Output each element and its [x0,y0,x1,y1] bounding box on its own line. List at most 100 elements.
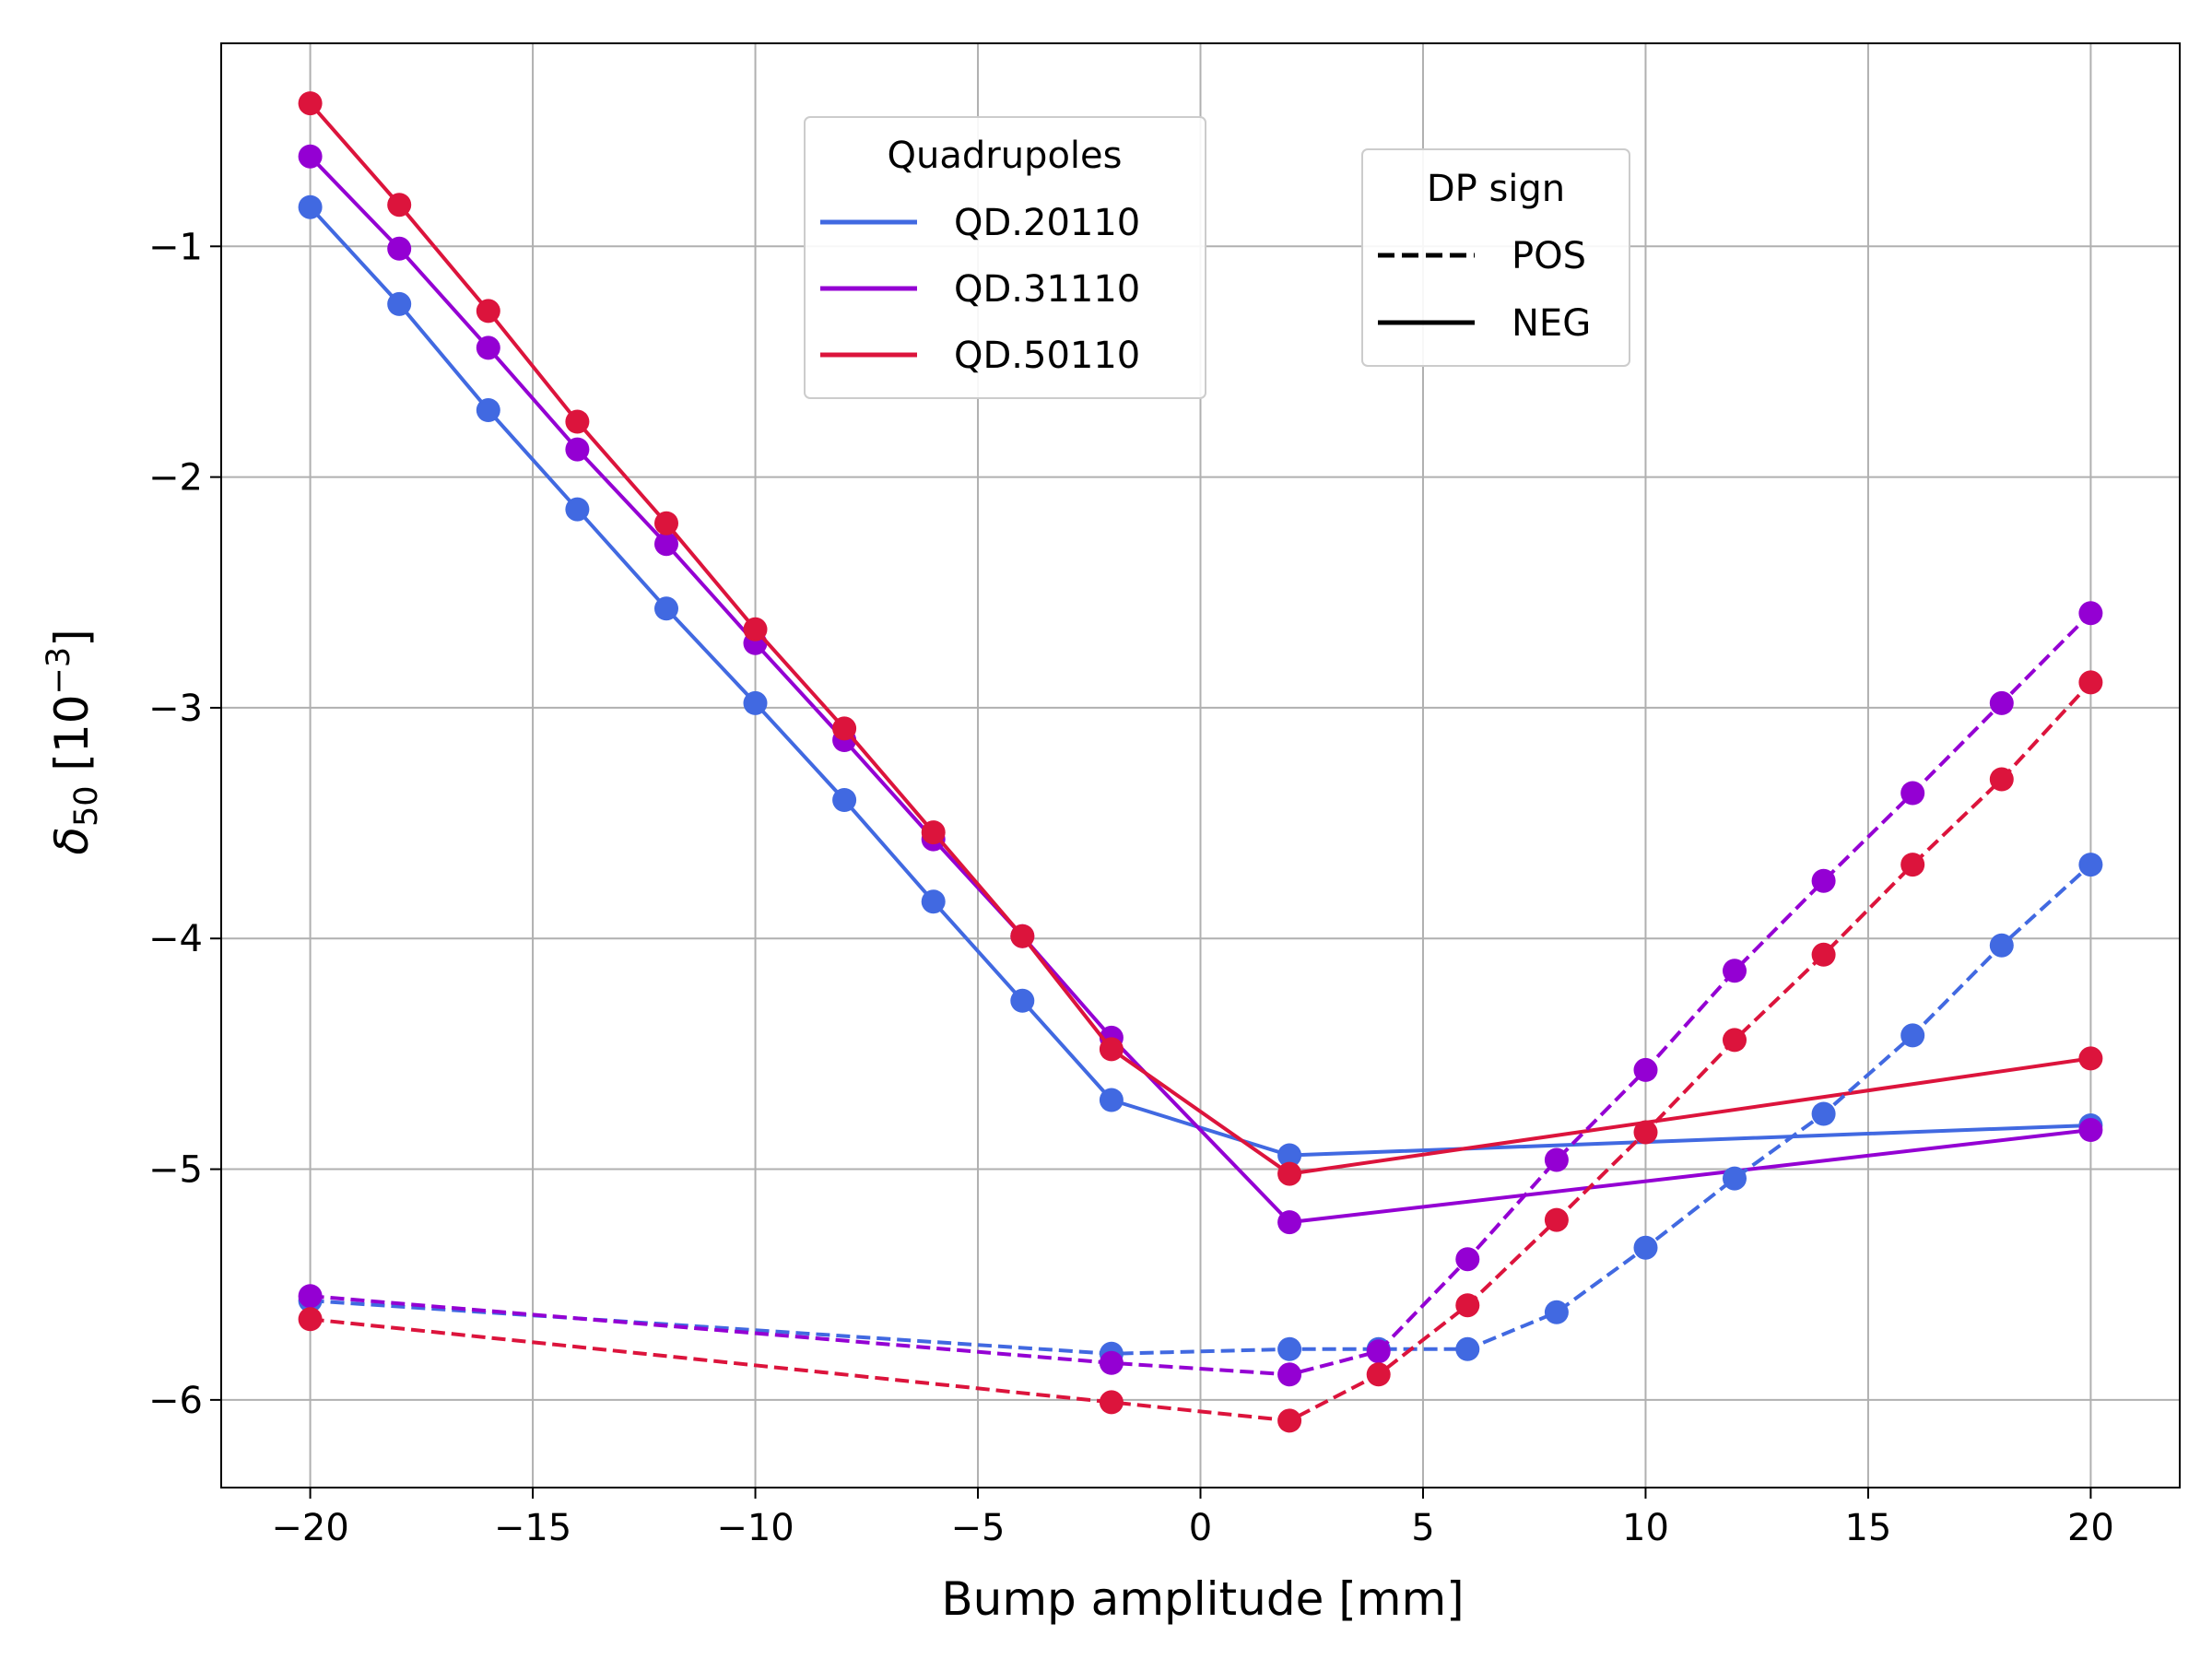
data-point-qd-31110-pos [1277,1362,1302,1387]
legend-quadrupoles: Quadrupoles QD.20110 QD.31110 QD.50110 [804,116,1206,399]
legend-dp-sign-title: DP sign [1427,168,1565,210]
data-point-qd-20110-pos [2078,853,2103,877]
data-point-qd-50110-neg [1099,1037,1124,1062]
y-tick-label: −3 [148,688,203,730]
data-point-qd-50110-neg [832,716,857,741]
x-tick-label: −5 [951,1507,1006,1549]
data-point-qd-20110-pos [1811,1101,1836,1126]
data-point-qd-31110-pos [1900,781,1925,806]
x-axis-title: Bump amplitude [mm] [941,1572,1464,1626]
x-tick-label: 0 [1189,1507,1212,1549]
data-point-qd-31110-pos [1455,1247,1480,1272]
data-point-qd-50110-pos [1544,1207,1569,1232]
data-point-qd-20110-pos [1900,1023,1925,1048]
data-point-qd-50110-neg [2078,1046,2103,1071]
data-point-qd-20110-neg [565,497,590,522]
data-point-qd-20110-pos [1633,1235,1658,1260]
series-line-qd-20110-neg [309,206,2091,1158]
data-point-qd-31110-pos [298,1284,323,1309]
data-point-qd-50110-pos [1277,1408,1302,1433]
legend-dp-sign: DP sign POS NEG [1361,148,1630,367]
x-tick-label: −15 [494,1507,571,1549]
data-point-qd-31110-pos [1366,1339,1391,1364]
data-point-qd-31110-pos [1544,1147,1569,1172]
data-point-qd-50110-pos [1455,1293,1480,1318]
series-qd-31110-pos [298,601,2103,1387]
data-point-qd-50110-neg [565,409,590,434]
data-point-qd-50110-neg [1277,1161,1302,1186]
x-tick-label: 10 [1622,1507,1669,1549]
data-point-qd-31110-neg [298,144,323,169]
y-axis-subscript: 50 [68,786,105,828]
legend-label-neg: NEG [1512,302,1591,345]
data-point-qd-20110-neg [298,194,323,219]
legend-quadrupoles-title: Quadrupoles [888,135,1123,177]
data-point-qd-31110-neg [565,437,590,462]
data-point-qd-50110-pos [2078,670,2103,695]
data-point-qd-20110-neg [1277,1143,1302,1168]
data-point-qd-50110-neg [743,617,768,641]
legend-label-pos: POS [1512,235,1586,277]
data-point-qd-31110-neg [476,335,500,360]
data-point-qd-31110-neg [654,532,678,557]
data-point-qd-20110-pos [1277,1336,1302,1361]
legend-dp-sign-box [1361,148,1630,367]
data-point-qd-50110-pos [1989,767,2014,792]
y-tick-label: −1 [148,226,203,268]
data-point-qd-50110-pos [1099,1390,1124,1415]
y-tick-label: −2 [148,457,203,500]
data-point-qd-50110-neg [654,511,678,535]
data-point-qd-50110-pos [298,1307,323,1332]
y-tick-label: −5 [148,1149,203,1192]
data-point-qd-20110-pos [1544,1300,1569,1324]
data-point-qd-20110-neg [921,889,946,914]
data-point-qd-20110-neg [476,398,500,422]
data-point-qd-20110-neg [1099,1088,1124,1112]
y-axis-title: δ50 [10−3] [41,629,105,854]
legend-label-qd50110: QD.50110 [954,335,1140,377]
series-line-qd-50110-neg [309,101,2091,1176]
data-point-qd-31110-pos [1099,1350,1124,1375]
plot-series [298,91,2103,1433]
data-point-qd-31110-pos [1723,959,1747,983]
data-point-qd-50110-neg [921,820,946,845]
data-point-qd-20110-neg [1010,988,1035,1013]
data-point-qd-20110-pos [1723,1166,1747,1191]
y-axis-unit-close: ] [45,629,99,647]
data-point-qd-31110-neg [387,236,412,261]
legend-label-qd20110: QD.20110 [954,202,1140,244]
data-point-qd-50110-pos [1723,1028,1747,1053]
data-point-qd-50110-pos [1811,942,1836,967]
data-point-qd-20110-neg [832,788,857,812]
x-tick-label: 15 [1844,1507,1891,1549]
y-axis-unit-exponent: −3 [41,647,77,695]
y-tick-label: −4 [148,918,203,960]
data-point-qd-20110-neg [743,690,768,715]
data-point-qd-20110-neg [387,291,412,316]
data-point-qd-31110-pos [1811,868,1836,893]
data-point-qd-50110-neg [1010,924,1035,948]
data-point-qd-50110-pos [1366,1362,1391,1387]
series-line-qd-20110-pos [310,863,2092,1356]
x-tick-label: 20 [2067,1507,2114,1549]
data-point-qd-20110-neg [654,596,678,621]
series-line-qd-50110-pos [310,681,2092,1423]
data-point-qd-31110-pos [1989,690,2014,715]
data-point-qd-50110-neg [476,299,500,324]
data-point-qd-31110-pos [2078,601,2103,626]
y-axis-unit-open: [10 [45,694,99,785]
series-qd-50110-pos [298,670,2103,1433]
data-point-qd-31110-neg [1277,1210,1302,1235]
series-line-qd-31110-pos [310,611,2092,1377]
data-point-qd-20110-pos [1989,933,2014,958]
data-point-qd-31110-pos [1633,1057,1658,1082]
data-point-qd-50110-pos [1900,853,1925,877]
data-point-qd-20110-pos [1455,1336,1480,1361]
series-qd-50110-neg [298,91,2103,1186]
legend-label-qd31110: QD.31110 [954,268,1140,311]
data-point-qd-31110-neg [2078,1118,2103,1142]
y-tick-label: −6 [148,1380,203,1422]
ticks: −20 −15 −10 −5 0 5 10 15 20 −1 −2 −3 −4 −5 −6 [148,226,2114,1549]
legend-quadrupoles-box [804,116,1206,399]
